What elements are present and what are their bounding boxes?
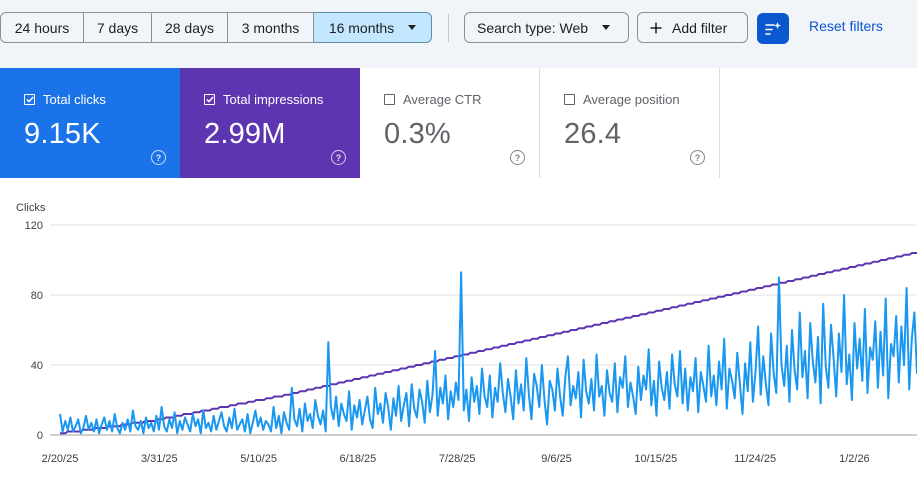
filter-sparkle-icon bbox=[764, 21, 782, 37]
checkbox-checked-icon bbox=[204, 94, 215, 105]
metric-value: 0.3% bbox=[384, 118, 451, 150]
x-tick-label: 1/2/26 bbox=[839, 453, 870, 465]
range-16-months-label: 16 months bbox=[328, 19, 395, 36]
dropdown-caret-icon bbox=[602, 25, 611, 30]
add-filter-label: Add filter bbox=[672, 19, 728, 36]
metric-label-row: Average position bbox=[564, 92, 680, 107]
range-7-days-label: 7 days bbox=[96, 19, 139, 36]
checkbox-unchecked-icon bbox=[384, 94, 395, 105]
metric-card-total-clicks[interactable]: Total clicks 9.15K ? bbox=[0, 68, 180, 178]
x-tick-label: 5/10/25 bbox=[240, 453, 277, 465]
metric-label: Average position bbox=[583, 92, 680, 107]
x-tick-label: 9/6/25 bbox=[541, 453, 572, 465]
reset-filters-link[interactable]: Reset filters bbox=[809, 18, 883, 34]
add-filter-button[interactable]: Add filter bbox=[637, 12, 748, 43]
metric-value: 26.4 bbox=[564, 118, 622, 150]
search-type-label: Search type: Web bbox=[477, 19, 589, 36]
x-tick-label: 10/15/25 bbox=[634, 453, 677, 465]
metric-label: Average CTR bbox=[403, 92, 482, 107]
toolbar-divider bbox=[448, 14, 449, 42]
metric-card-total-impressions[interactable]: Total impressions 2.99M ? bbox=[180, 68, 360, 178]
plus-icon bbox=[650, 22, 662, 34]
line-chart-svg: 0 40 80 120 2/20/25 3/31/25 5/10/25 6/18/25 7/28… bbox=[25, 220, 917, 465]
metric-label-row: Total clicks bbox=[24, 92, 106, 107]
y-tick-label: 120 bbox=[25, 220, 43, 232]
metric-card-average-ctr[interactable]: Average CTR 0.3% ? bbox=[360, 68, 540, 178]
help-icon[interactable]: ? bbox=[690, 150, 705, 165]
range-16-months-button[interactable]: 16 months bbox=[314, 12, 432, 43]
help-icon[interactable]: ? bbox=[510, 150, 525, 165]
x-tick-label: 2/20/25 bbox=[42, 453, 79, 465]
dropdown-caret-icon bbox=[408, 25, 417, 30]
metric-value: 2.99M bbox=[204, 118, 286, 150]
metric-label-row: Average CTR bbox=[384, 92, 482, 107]
x-tick-label: 6/18/25 bbox=[340, 453, 377, 465]
range-28-days-button[interactable]: 28 days bbox=[152, 12, 228, 43]
y-axis-label: Clicks bbox=[16, 202, 46, 214]
metric-card-average-position[interactable]: Average position 26.4 ? bbox=[540, 68, 720, 178]
x-tick-label: 7/28/25 bbox=[439, 453, 476, 465]
checkbox-unchecked-icon bbox=[564, 94, 575, 105]
range-24-hours-label: 24 hours bbox=[14, 19, 70, 36]
series-line bbox=[60, 252, 917, 435]
range-28-days-label: 28 days bbox=[164, 19, 215, 36]
metric-label: Total clicks bbox=[43, 92, 106, 107]
x-tick-label: 11/24/25 bbox=[734, 453, 776, 465]
search-type-dropdown[interactable]: Search type: Web bbox=[464, 12, 629, 43]
help-icon[interactable]: ? bbox=[151, 150, 166, 165]
range-24-hours-button[interactable]: 24 hours bbox=[0, 12, 84, 43]
y-tick-label: 0 bbox=[37, 430, 43, 442]
metric-cards: Total clicks 9.15K ? Total impressions 2… bbox=[0, 68, 917, 178]
range-3-months-label: 3 months bbox=[241, 19, 300, 36]
date-range-selector: 24 hours 7 days 28 days 3 months 16 mont… bbox=[0, 12, 432, 43]
toolbar: 24 hours 7 days 28 days 3 months 16 mont… bbox=[0, 0, 917, 56]
performance-chart: Clicks 0 40 80 120 2/20/25 3/31/25 5/10/25 6/18… bbox=[0, 178, 917, 489]
y-tick-label: 80 bbox=[31, 290, 43, 302]
y-tick-label: 40 bbox=[31, 360, 43, 372]
checkbox-checked-icon bbox=[24, 94, 35, 105]
filter-settings-button[interactable] bbox=[757, 13, 789, 44]
range-7-days-button[interactable]: 7 days bbox=[84, 12, 152, 43]
x-tick-label: 3/31/25 bbox=[141, 453, 178, 465]
metric-value: 9.15K bbox=[24, 118, 101, 150]
metric-label-row: Total impressions bbox=[204, 92, 323, 107]
help-icon[interactable]: ? bbox=[331, 150, 346, 165]
metric-label: Total impressions bbox=[223, 92, 324, 107]
range-3-months-button[interactable]: 3 months bbox=[228, 12, 314, 43]
series-line bbox=[59, 271, 917, 435]
